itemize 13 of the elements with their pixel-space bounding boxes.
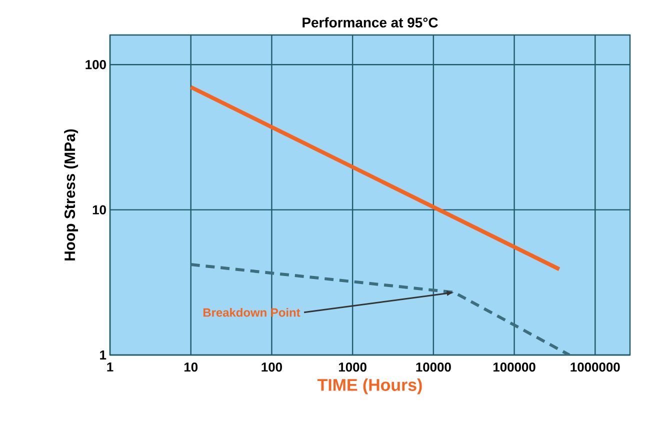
- x-tick-label: 10000: [416, 362, 451, 372]
- x-tick-label: 100: [262, 362, 282, 372]
- x-tick-label: 100000: [493, 362, 536, 372]
- x-tick-label: 1000: [338, 362, 366, 372]
- y-tick-label: 1: [100, 350, 106, 360]
- y-axis-title: Hoop Stress (MPa): [64, 129, 78, 260]
- x-tick-label: 1000000: [570, 362, 620, 372]
- y-tick-label: 100: [86, 60, 106, 70]
- x-axis-title: TIME (Hours): [318, 378, 422, 394]
- x-tick-label: 1: [107, 362, 114, 372]
- chart-title: Performance at 95°C: [302, 17, 438, 28]
- x-tick-label: 10: [184, 362, 198, 372]
- y-tick-label: 10: [92, 205, 106, 214]
